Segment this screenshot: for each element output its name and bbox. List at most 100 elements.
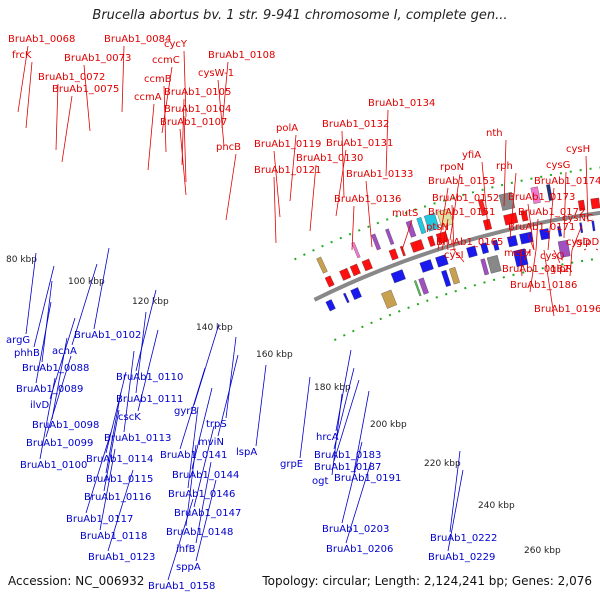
forward-gene-label: cycY <box>164 39 188 50</box>
reverse-gene-label: BruAb1_0187 <box>314 462 381 473</box>
forward-leader-line <box>273 150 281 218</box>
reverse-cds-block <box>435 254 449 268</box>
reverse-gene-label: ogt <box>312 476 328 487</box>
reverse-gene-label: cscK <box>118 412 141 423</box>
reverse-feature-block <box>381 289 398 309</box>
reverse-leader-line <box>187 406 199 489</box>
forward-leader-line <box>453 249 465 263</box>
forward-leader-line <box>529 249 537 293</box>
forward-gene-label: BruAb1_0133 <box>346 169 413 180</box>
forward-feature-block <box>385 228 395 245</box>
forward-leader-line <box>441 218 449 251</box>
reverse-gene-label: BruAb1_0158 <box>148 581 215 592</box>
forward-leader-line <box>147 103 155 171</box>
forward-leader-line <box>543 249 555 317</box>
forward-feature-block <box>530 186 541 204</box>
reverse-cds-block <box>557 226 563 237</box>
forward-gene-label: BruAb1_0108 <box>208 50 275 61</box>
inner-dotted-ring <box>333 257 600 342</box>
forward-cds-block <box>324 275 335 288</box>
forward-gene-label: BruAb1_0119 <box>254 139 321 150</box>
reverse-gene-label: lspA <box>236 447 257 458</box>
forward-gene-label: BruAb1_0068 <box>8 34 75 45</box>
forward-feature-block <box>423 212 440 232</box>
forward-gene-label: BruAb1_0151 <box>428 207 495 218</box>
reverse-cds-block <box>325 299 336 312</box>
forward-gene-label: ptsN <box>426 222 449 233</box>
reverse-leader-line <box>105 391 122 474</box>
forward-cds-block <box>388 248 399 261</box>
forward-leader-line <box>309 164 317 232</box>
forward-leader-line <box>509 172 517 240</box>
reverse-gene-label: BruAb1_0222 <box>430 533 497 544</box>
forward-gene-label: BruAb1_0084 <box>104 34 171 45</box>
forward-leader-line <box>563 171 567 239</box>
reverse-cds-block <box>343 292 350 304</box>
reverse-leader-line <box>333 367 355 450</box>
forward-leader-line <box>481 161 489 229</box>
forward-leader-line <box>217 79 225 147</box>
reverse-feature-block <box>557 239 571 258</box>
forward-gene-label: BruAb1_0165 <box>436 237 503 248</box>
reverse-cds-block <box>466 245 478 258</box>
forward-leader-line <box>519 249 523 277</box>
forward-feature-block <box>351 241 361 259</box>
reverse-leader-line <box>135 311 147 394</box>
reverse-gene-label: BruAb1_0113 <box>104 433 171 444</box>
reverse-leader-line <box>35 301 52 384</box>
forward-gene-label: BruAb1_0172 <box>518 207 585 218</box>
reverse-gene-label: BruAb1_0114 <box>86 454 153 465</box>
map-title: Brucella abortus bv. 1 str. 9-941 chromo… <box>92 8 508 23</box>
reverse-feature-block <box>449 267 460 285</box>
reverse-gene-label: BruAb1_0111 <box>116 394 183 405</box>
forward-leader-line <box>547 187 555 251</box>
reverse-leader-line <box>167 498 194 581</box>
reverse-leader-line <box>107 469 134 552</box>
reverse-leader-line <box>225 336 237 419</box>
forward-leader-line <box>571 224 583 251</box>
reverse-cds-block <box>350 287 362 300</box>
forward-gene-label: glpD <box>576 237 599 248</box>
reverse-gene-label: BruAb1_0206 <box>326 544 393 555</box>
forward-leader-line <box>183 50 187 118</box>
reverse-leader-line <box>335 349 352 432</box>
reverse-leader-line <box>179 367 206 450</box>
reverse-leader-line <box>135 289 157 372</box>
reverse-gene-label: mviN <box>198 437 224 448</box>
forward-leader-line <box>503 139 507 207</box>
forward-cds-block <box>399 245 406 257</box>
reverse-gene-label: phhB <box>14 348 40 359</box>
reverse-gene-label: gyrB <box>174 406 197 417</box>
reverse-gene-label: BruAb1_0118 <box>80 531 147 542</box>
forward-feature-block <box>316 256 328 274</box>
forward-gene-label: BruAb1_0174 <box>534 176 600 187</box>
forward-leader-line <box>527 203 535 251</box>
forward-gene-label: BruAb1_0152 <box>432 193 499 204</box>
forward-cds-block <box>427 235 436 247</box>
reverse-cds-block <box>539 228 551 241</box>
reverse-leader-line <box>185 444 197 527</box>
forward-leader-line <box>83 64 91 132</box>
forward-gene-label: BruAb1_0105 <box>164 87 231 98</box>
forward-leader-line <box>273 176 277 244</box>
reverse-cds-block <box>492 239 500 251</box>
forward-gene-label: polA <box>276 123 298 134</box>
forward-gene-label: BruAb1_0134 <box>368 98 435 109</box>
forward-leader-line <box>335 149 347 217</box>
genome-backbone <box>313 210 600 302</box>
forward-cds-block <box>503 212 519 226</box>
forward-leader-line <box>341 130 345 198</box>
reverse-leader-line <box>33 265 55 348</box>
forward-feature-block <box>498 191 516 211</box>
forward-gene-label: ccmB <box>144 74 172 85</box>
forward-leader-line <box>289 134 297 202</box>
reverse-gene-label: hrcA <box>316 432 339 443</box>
reverse-leader-line <box>299 376 311 459</box>
forward-gene-label: BruAb1_0136 <box>334 194 401 205</box>
reverse-gene-label: BruAb1_0098 <box>32 420 99 431</box>
reverse-feature-block <box>418 277 429 295</box>
forward-gene-label: rph <box>496 161 513 172</box>
reverse-leader-line <box>193 425 215 508</box>
